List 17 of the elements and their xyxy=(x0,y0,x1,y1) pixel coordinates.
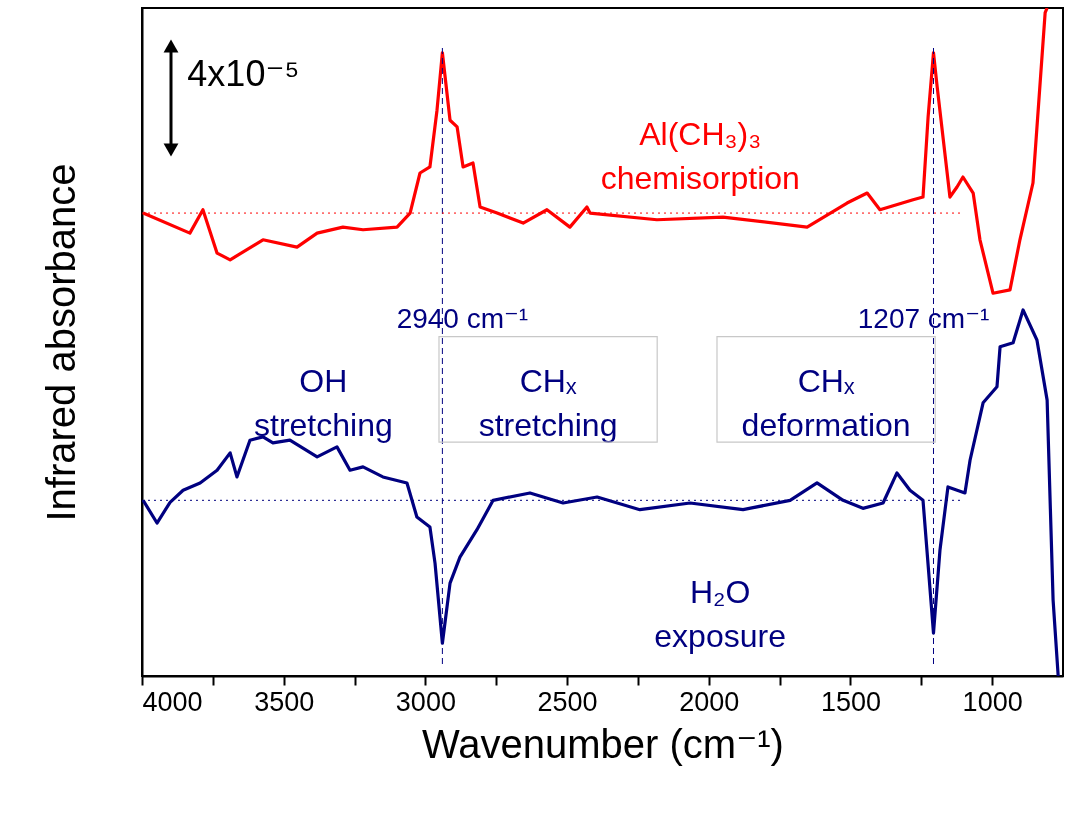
ref-line-label: 1207 cm⁻¹ xyxy=(857,303,990,334)
annotation: CHₓ stretching xyxy=(478,363,618,444)
x-tick-label: 3500 xyxy=(254,686,315,717)
annotation: CHₓ deformation xyxy=(741,363,911,444)
annotation: 4x10⁻⁵ xyxy=(187,52,300,94)
x-tick-label: 3000 xyxy=(395,686,456,717)
x-axis-title: Wavenumber (cm⁻¹) xyxy=(422,721,784,766)
x-tick-label: 1500 xyxy=(820,686,881,717)
x-tick-label: 1000 xyxy=(962,686,1023,717)
x-tick-label: 4000 xyxy=(142,686,203,717)
annotation: Al(CH₃)₃ chemisorption xyxy=(600,115,800,196)
x-tick-label: 2000 xyxy=(679,686,740,717)
x-tick-label: 2500 xyxy=(537,686,598,717)
annotation: H₂O exposure xyxy=(654,573,786,654)
annotation: OH stretching xyxy=(254,363,393,444)
ref-line-label: 2940 cm⁻¹ xyxy=(396,303,529,334)
y-axis-title: Infrared absorbance xyxy=(38,163,83,522)
